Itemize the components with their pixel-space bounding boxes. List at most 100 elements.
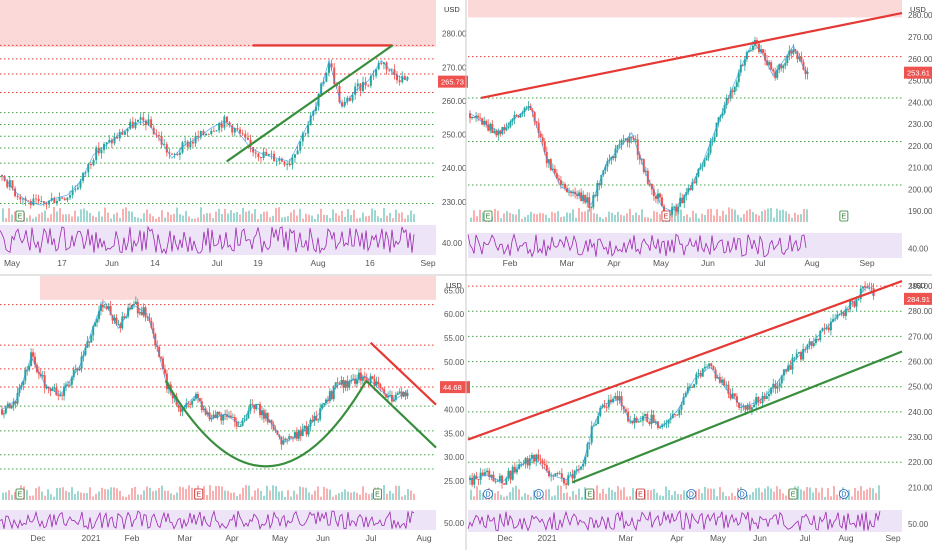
candle-body [605,406,608,408]
volume-bar [59,487,61,500]
volume-bar [473,210,475,222]
candle-body [197,136,200,138]
volume-bar [575,494,577,500]
y-axis-tick: 25.00 [444,477,465,486]
earnings-marker-label: E [18,492,23,499]
y-axis-tick: 35.00 [444,429,465,438]
rsi-line [0,509,415,531]
volume-bar [311,215,313,222]
volume-bar [374,210,376,222]
volume-bar [203,214,205,222]
volume-bar [620,489,622,500]
last-price-badge [440,381,470,394]
volume-bar [383,208,385,222]
candle-body [479,117,482,119]
y-axis-tick: 270.00 [442,63,467,72]
candle-body [317,94,320,107]
dividend-marker [737,489,748,499]
candle-body [176,154,179,156]
volume-bar [353,209,355,222]
volume-bar [581,211,583,222]
candle-body [220,414,223,421]
rsi-axis-tick: 40.00 [908,245,929,254]
volume-bar [107,489,109,500]
volume-bar [542,496,544,500]
candle-body [117,324,120,325]
volume-bar [734,495,736,500]
candle-body [393,69,396,75]
candle-body [237,426,240,427]
volume-bar [236,495,238,500]
volume-bar [596,213,598,222]
candle-body [652,189,655,197]
volume-bar [260,490,262,500]
candle-body [26,369,29,371]
volume-bar [755,488,757,500]
candle-body [749,49,752,51]
candle-body [624,138,627,140]
volume-bar [704,214,706,222]
candle-body [35,198,38,200]
candle-body [99,305,102,312]
volume-bar [308,492,310,500]
candle-body [746,405,749,410]
chart-panel-bottom-left[interactable]: EEE50.00USD65.0060.0055.0050.0045.0040.0… [0,276,470,543]
candle-body [705,157,708,161]
volume-bar [509,492,511,500]
volume-bar [212,218,214,222]
candle-body [842,312,845,317]
candle-body [200,401,203,411]
volume-bar [191,487,193,500]
candle-body [16,392,19,404]
candle-body [729,394,732,399]
volume-bar [614,214,616,222]
candle-body [307,426,310,435]
candle-body [244,133,247,138]
volume-bar [140,494,142,500]
volume-bar [119,490,121,500]
rsi-band [0,510,436,530]
volume-bar [539,212,541,222]
volume-bar [689,217,691,222]
volume-bar [707,488,709,500]
candle-body [284,438,287,441]
candle-body [753,404,756,408]
candle-body [10,405,13,409]
volume-bar [578,488,580,500]
volume-bar [797,486,799,500]
candle-body [620,140,623,145]
volume-bar [155,218,157,222]
candle-body [628,136,631,143]
x-axis-tick: 2021 [538,533,557,543]
volume-bar [827,488,829,500]
volume-bar [221,214,223,222]
candle-body [703,160,706,167]
chart-panel-top-left[interactable]: E 40.00 USD 280.00 270.00 260.00 250.00 240.00 2… [0,0,468,268]
candle-body [767,393,770,397]
candle-body [594,195,597,197]
candle-body [107,306,110,310]
candle-body [551,168,554,170]
volume-bar [26,217,28,222]
volume-bar [647,217,649,222]
candle-body [130,305,133,310]
volume-bar [392,218,394,222]
volume-bar [554,495,556,500]
candle-body [624,409,627,413]
candle-body [745,52,748,60]
volume-bar [653,210,655,222]
candle-body [328,63,330,73]
candle-body [110,139,113,144]
candle-body [388,69,391,71]
candle-body [193,398,196,401]
green-trendline [571,350,903,484]
candle-body [598,183,601,185]
y-axis-tick: 40.00 [444,405,465,414]
candle-body [293,432,296,438]
volume-bar [818,492,820,500]
y-axis-tick: 50.00 [444,358,465,367]
volume-bar [191,218,193,222]
candle-body [270,420,273,425]
